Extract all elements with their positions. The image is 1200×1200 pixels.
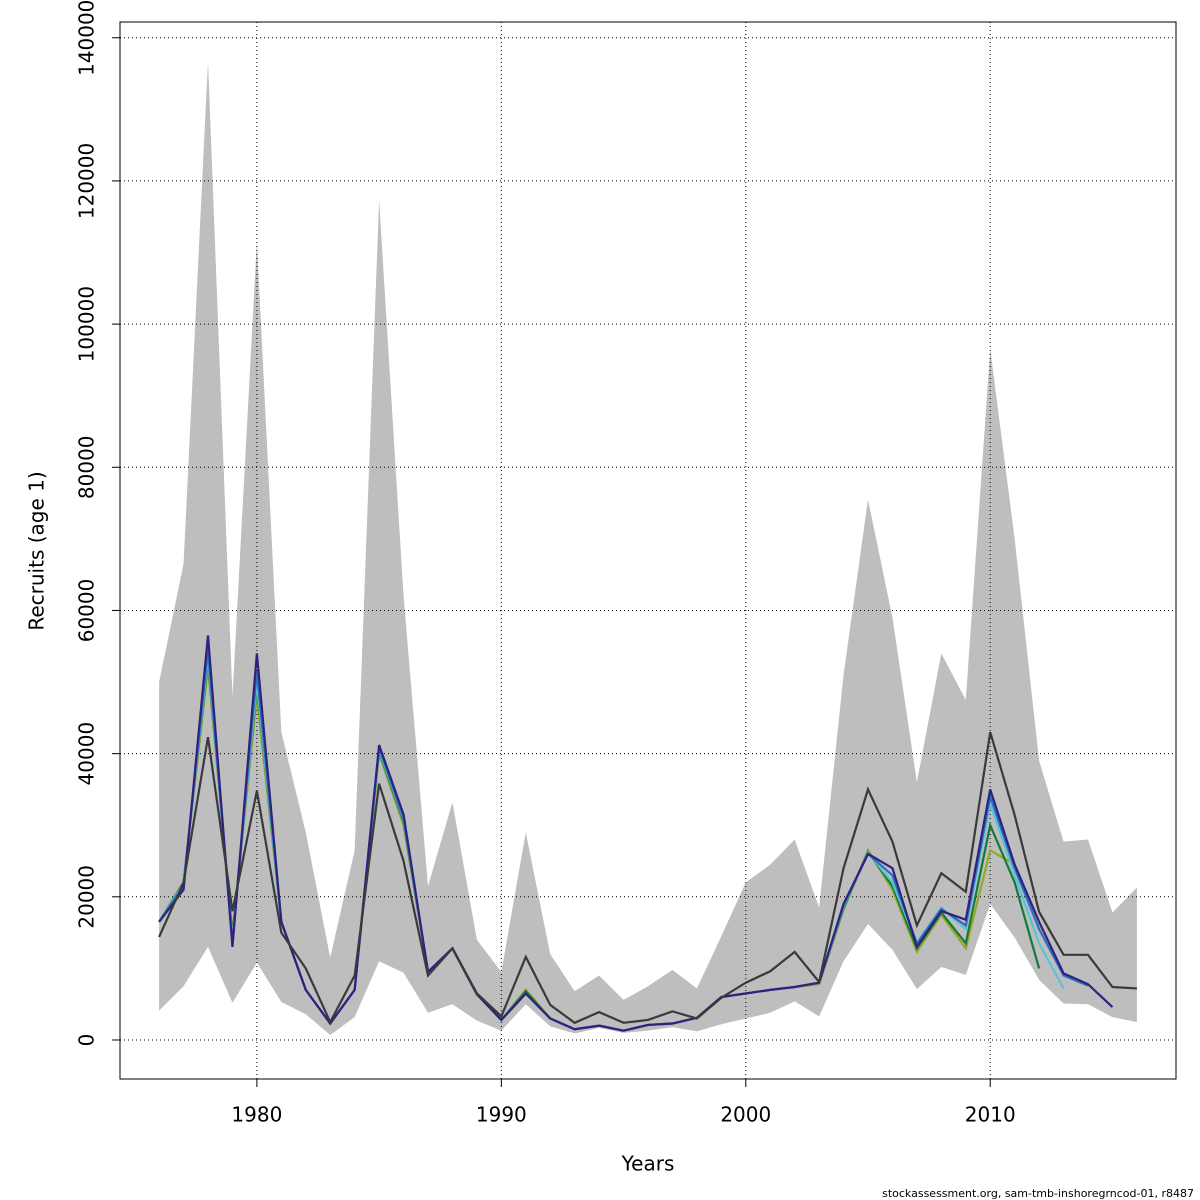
y-tick-label: 100000 — [75, 286, 99, 362]
y-tick-label: 0 — [75, 1034, 99, 1047]
x-tick-label: 2000 — [720, 1103, 771, 1127]
x-tick-label: 1990 — [476, 1103, 527, 1127]
y-tick-label: 120000 — [75, 143, 99, 219]
y-tick-label: 60000 — [75, 579, 99, 643]
y-axis-label: Recruits (age 1) — [25, 471, 49, 630]
y-tick-label: 140000 — [75, 0, 99, 76]
x-tick-label: 2010 — [965, 1103, 1016, 1127]
series-line — [158, 635, 1114, 1032]
x-axis-label: Years — [621, 1152, 675, 1176]
series-line — [158, 731, 1137, 1025]
y-tick-label: 80000 — [75, 435, 99, 499]
footer: stockassessment.org, sam-tmb-inshoregrnc… — [882, 1187, 1194, 1200]
plot-frame — [119, 21, 1177, 1080]
confidence-band — [159, 61, 1137, 1035]
x-tick-label: 1980 — [231, 1103, 282, 1127]
y-tick-label: 20000 — [75, 865, 99, 929]
y-tick-label: 40000 — [75, 722, 99, 786]
